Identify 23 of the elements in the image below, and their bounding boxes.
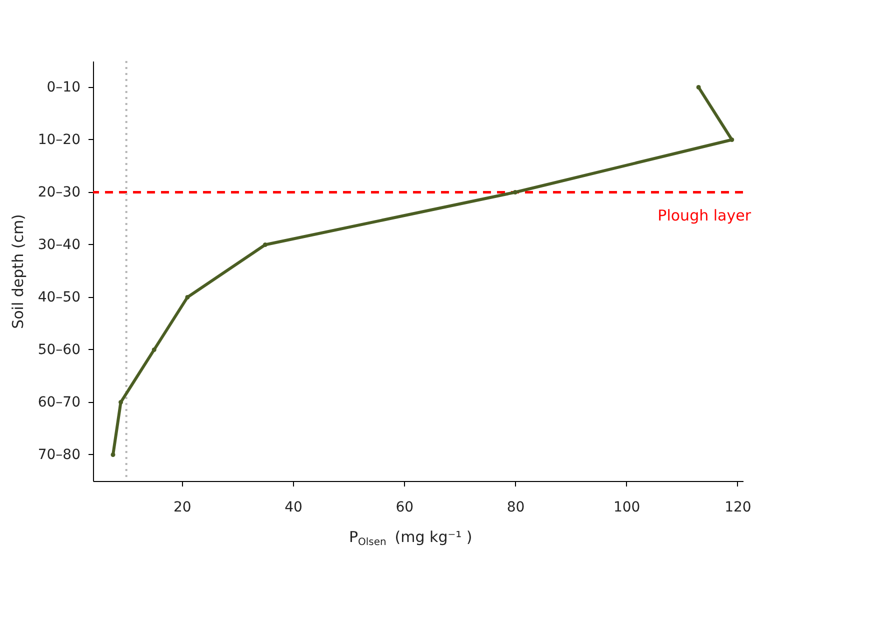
point [262, 242, 268, 247]
ref-line-label: Plough layer [658, 206, 752, 224]
point [696, 85, 701, 90]
y-tick-label: 40–50 [38, 289, 80, 306]
x-tick-label: 20 [173, 500, 192, 516]
point [185, 295, 190, 300]
point [512, 190, 518, 194]
y-tick-label: 20–30 [38, 184, 80, 200]
y-tick-label: 70–80 [38, 446, 80, 463]
x-tick-label: 40 [284, 500, 302, 516]
point [152, 348, 156, 352]
y-tick-label: 0–10 [46, 79, 80, 96]
y-tick-label: 10–20 [38, 132, 80, 148]
x-tick-label: 80 [506, 500, 525, 516]
point [110, 452, 116, 457]
y-axis-title: Soil depth (cm) [8, 214, 27, 329]
x-tick-label: 120 [724, 500, 752, 516]
y-tick-label: 30–40 [38, 236, 80, 253]
x-tick-label: 100 [613, 500, 640, 516]
y-tick-label: 60–70 [38, 394, 80, 410]
point [118, 400, 124, 404]
x-tick-label: 60 [396, 500, 414, 516]
y-tick-label: 50–60 [38, 342, 80, 358]
